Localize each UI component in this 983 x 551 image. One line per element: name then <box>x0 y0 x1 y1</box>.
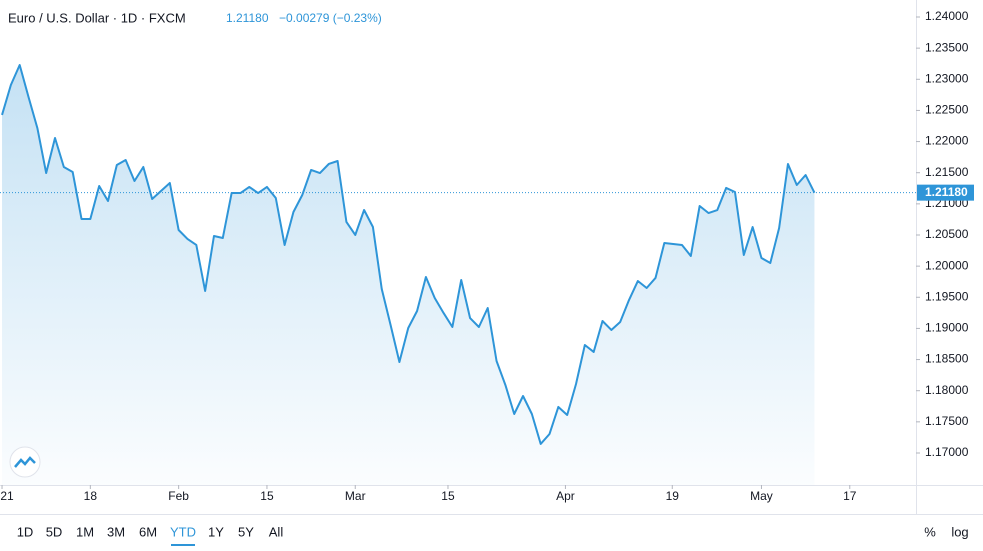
x-tick-label: Mar <box>345 489 366 503</box>
range-button[interactable]: 5Y <box>238 524 254 539</box>
y-tick-label: 1.17500 <box>925 414 969 428</box>
y-tick-label: 1.22000 <box>925 134 969 148</box>
range-button[interactable]: YTD <box>170 524 196 539</box>
y-tick-label: 1.20500 <box>925 227 969 241</box>
x-tick-label: 21 <box>0 489 14 503</box>
y-tick-label: 1.17000 <box>925 445 969 459</box>
option-button[interactable]: log <box>951 524 968 539</box>
price: 1.21180 <box>226 11 269 25</box>
x-tick-label: May <box>750 489 773 503</box>
range-button[interactable]: 1D <box>17 524 34 539</box>
y-tick-label: 1.19000 <box>925 321 969 335</box>
y-tick-label: 1.24000 <box>925 9 969 23</box>
line <box>1 64 816 445</box>
x-tick-label: 19 <box>666 489 680 503</box>
y-tick-label: 1.19500 <box>925 289 969 303</box>
y-tick-label: 1.18500 <box>925 352 969 366</box>
plot <box>0 64 916 486</box>
x-tick-label: 15 <box>260 489 274 503</box>
chart-title: Euro / U.S. Dollar · 1D · FXCM <box>8 10 186 25</box>
y-tick-label: 1.18000 <box>925 383 969 397</box>
range-button[interactable]: 5D <box>46 524 63 539</box>
range-button[interactable]: 1Y <box>208 524 224 539</box>
x-tick-label: 17 <box>843 489 857 503</box>
price-change: −0.00279 (−0.23%) <box>279 11 382 25</box>
range-button[interactable]: All <box>269 524 284 539</box>
x-tick-label: 18 <box>84 489 98 503</box>
area <box>2 65 815 486</box>
x-tick-label: 15 <box>441 489 455 503</box>
y-tick-label: 1.21500 <box>925 165 969 179</box>
range-button[interactable]: 6M <box>139 524 157 539</box>
logo <box>9 446 41 478</box>
y-tick-label: 1.20000 <box>925 258 969 272</box>
x-tick-label: Feb <box>168 489 189 503</box>
y-tick-label: 1.23500 <box>925 40 969 54</box>
last-price-box <box>917 184 974 201</box>
last-price-label: 1.21180 <box>925 185 968 199</box>
option-button[interactable]: % <box>924 524 936 539</box>
range-button[interactable]: 1M <box>76 524 94 539</box>
range-button[interactable]: 3M <box>107 524 125 539</box>
y-tick-label: 1.22500 <box>925 103 969 117</box>
y-tick-label: 1.23000 <box>925 71 969 85</box>
x-tick-label: Apr <box>556 489 575 503</box>
